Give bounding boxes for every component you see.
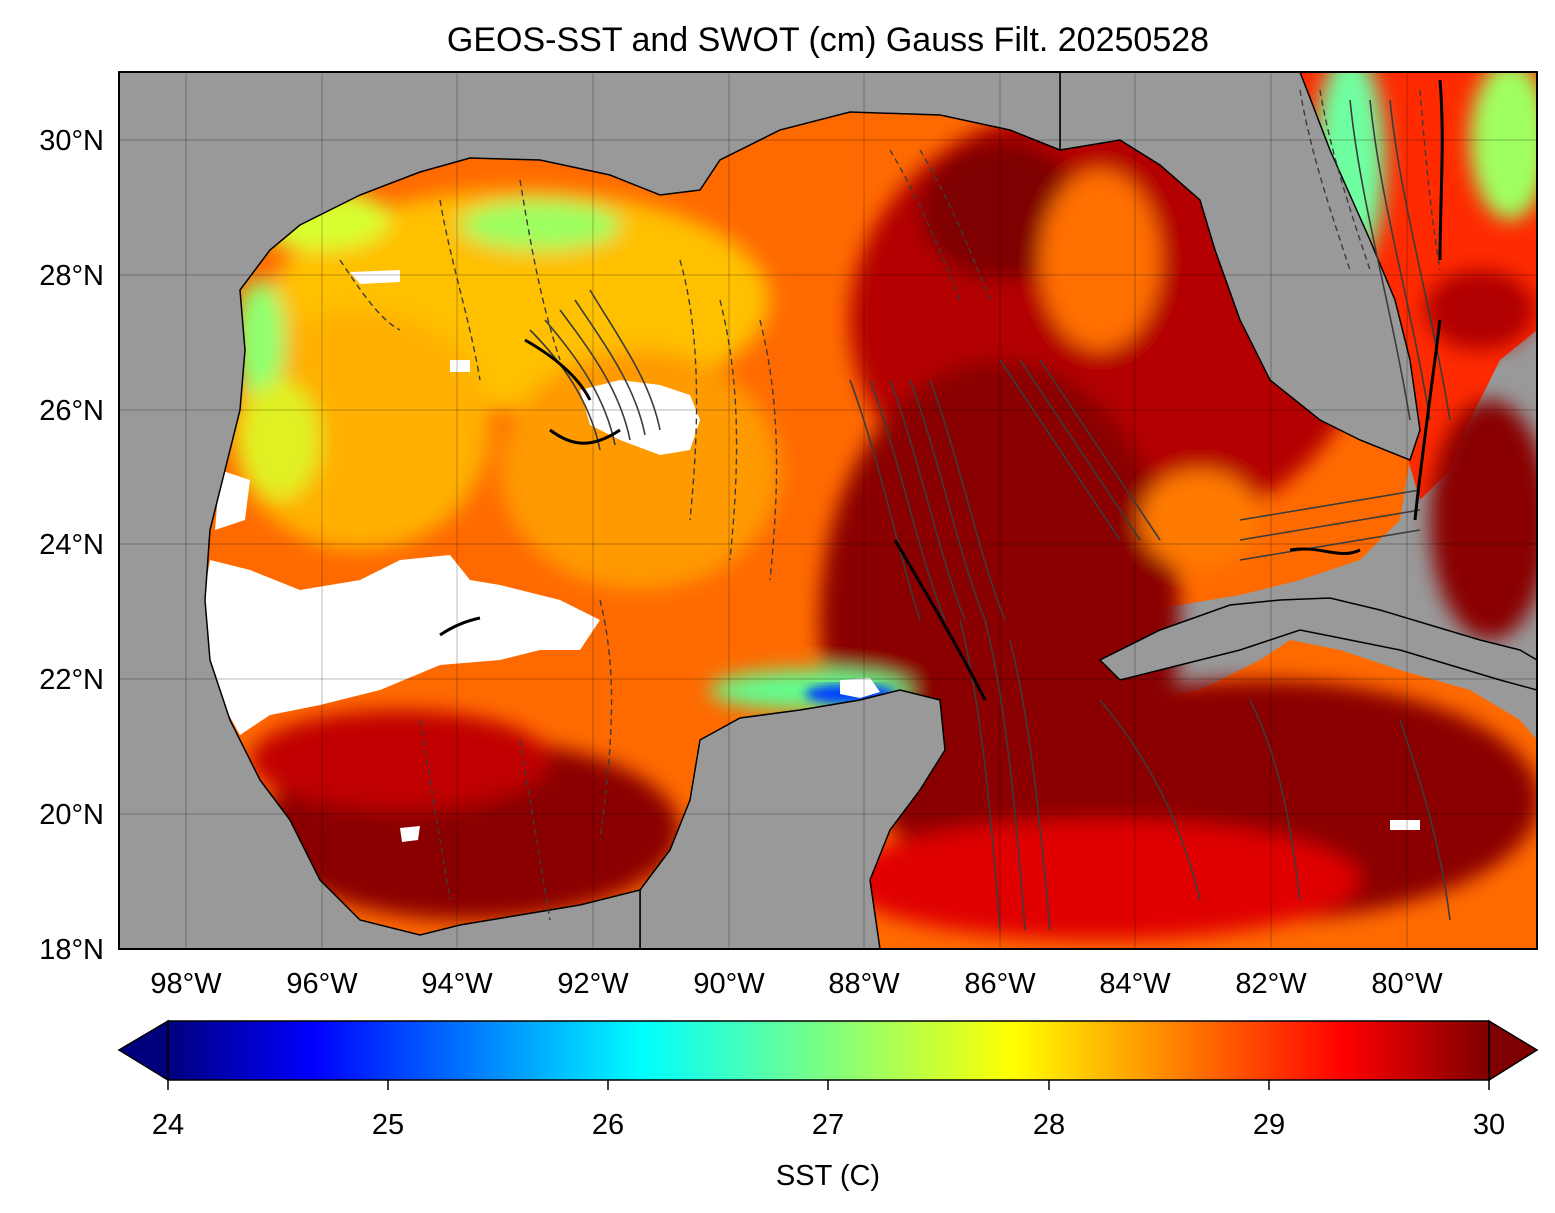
lat-tick-label: 24°N xyxy=(39,529,104,561)
lon-tick-label: 90°W xyxy=(693,968,765,1000)
swot-zero-contours xyxy=(439,79,1444,701)
lon-tick-label: 98°W xyxy=(150,968,222,1000)
florida-landmass xyxy=(1059,72,1421,461)
lon-tick-label: 82°W xyxy=(1235,968,1307,1000)
lat-tick-label: 26°N xyxy=(39,395,104,427)
lat-tick-label: 20°N xyxy=(39,799,104,831)
map-title: GEOS-SST and SWOT (cm) Gauss Filt. 20250… xyxy=(447,21,1209,59)
map-panel xyxy=(119,72,1537,949)
lat-tick-label: 30°N xyxy=(39,125,104,157)
lat-tick-label: 28°N xyxy=(39,260,104,292)
lon-tick-label: 94°W xyxy=(421,968,493,1000)
colorbar-label: SST (C) xyxy=(776,1160,880,1192)
cuba-landmass xyxy=(1098,597,1537,691)
lon-axis: 98°W 96°W 94°W 92°W 90°W 88°W 86°W 84°W … xyxy=(150,968,1443,1000)
colorbar-ticks xyxy=(167,1080,1490,1090)
swot-contours-dashed xyxy=(339,89,1441,921)
lon-tick-label: 92°W xyxy=(557,968,629,1000)
lon-tick-label: 88°W xyxy=(828,968,900,1000)
lon-tick-label: 96°W xyxy=(286,968,358,1000)
nodata-areas xyxy=(200,270,1420,842)
lat-axis: 30°N 28°N 26°N 24°N 22°N 20°N 18°N xyxy=(39,125,104,966)
lat-tick-label: 18°N xyxy=(39,934,104,966)
colorbar-tick-label: 26 xyxy=(592,1109,624,1141)
lon-tick-label: 86°W xyxy=(964,968,1036,1000)
map-frame xyxy=(118,71,1538,950)
colorbar-tick-label: 25 xyxy=(372,1109,404,1141)
graticule xyxy=(119,72,1537,949)
colorbar-tick-label: 30 xyxy=(1473,1109,1505,1141)
lon-tick-label: 84°W xyxy=(1099,968,1171,1000)
colorbar-min-extend xyxy=(117,1019,169,1082)
swot-contours xyxy=(529,99,1451,931)
yucatan-landmass xyxy=(639,689,946,949)
colorbar-tick-label: 29 xyxy=(1253,1109,1285,1141)
colorbar: 24 25 26 27 28 29 30 SST (C) xyxy=(117,1019,1539,1192)
colorbar-gradient xyxy=(168,1021,1489,1080)
lon-tick-label: 80°W xyxy=(1371,968,1443,1000)
north-coast-landmass xyxy=(119,72,1061,949)
lat-tick-label: 22°N xyxy=(39,664,104,696)
colorbar-tick-label: 27 xyxy=(812,1109,844,1141)
colorbar-tick-label: 24 xyxy=(152,1109,184,1141)
colorbar-tick-label: 28 xyxy=(1033,1109,1065,1141)
colorbar-max-extend xyxy=(1488,1019,1539,1082)
